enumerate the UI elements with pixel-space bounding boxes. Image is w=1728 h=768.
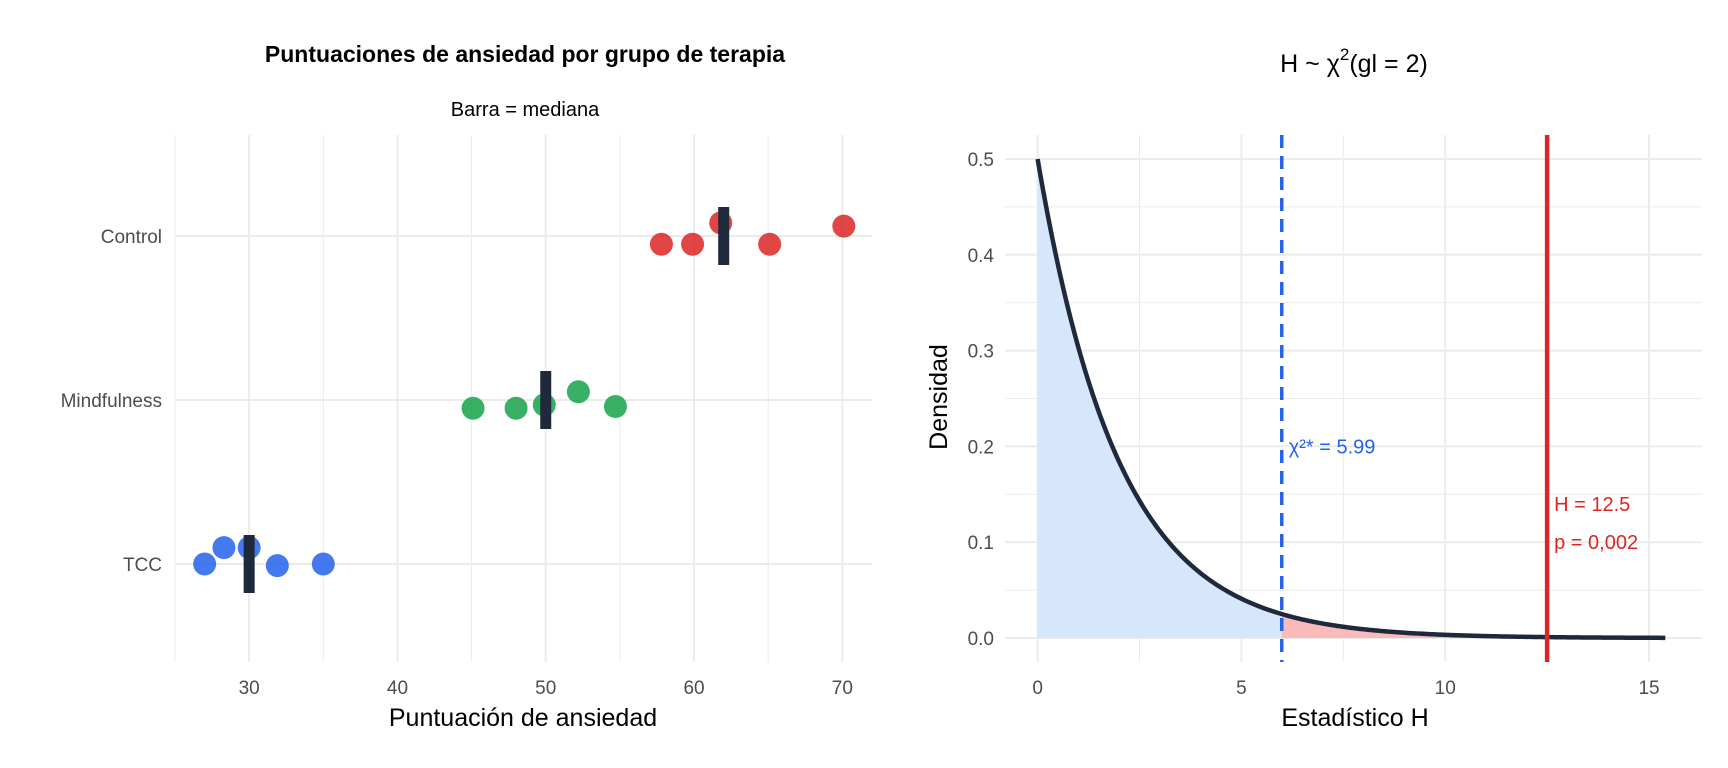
left-x-tick-label: 50 bbox=[535, 678, 556, 699]
left-y-tick-label: TCC bbox=[123, 555, 162, 576]
right-y-tick-label: 0.2 bbox=[968, 437, 994, 458]
critical-value-label: χ²* = 5.99 bbox=[1289, 436, 1376, 458]
right-x-axis-label: Estadístico H bbox=[1281, 704, 1428, 732]
right-x-tick-label: 15 bbox=[1638, 678, 1659, 699]
right-y-tick-label: 0.0 bbox=[968, 629, 994, 650]
left-x-axis-label: Puntuación de ansiedad bbox=[389, 704, 657, 732]
right-y-ticks: 0.0 0.1 0.2 0.3 0.4 0.5 bbox=[968, 150, 995, 650]
right-y-tick-label: 0.1 bbox=[968, 533, 994, 554]
right-y-axis-label: Densidad bbox=[925, 344, 953, 450]
right-panel-density: H ~ χ2(gl = 2) χ²* = 5.99 H = 12.5 p = 0… bbox=[925, 45, 1702, 732]
left-x-tick-label: 30 bbox=[239, 678, 260, 699]
left-subtitle: Barra = mediana bbox=[451, 99, 600, 121]
left-x-tick-label: 70 bbox=[832, 678, 853, 699]
left-y-tick-label: Control bbox=[101, 227, 162, 248]
data-point bbox=[265, 554, 289, 578]
data-point bbox=[832, 214, 856, 238]
right-title: H ~ χ2(gl = 2) bbox=[1280, 45, 1428, 78]
right-x-ticks: 0 5 10 15 bbox=[1032, 678, 1659, 699]
median-bar bbox=[540, 371, 552, 429]
left-title: Puntuaciones de ansiedad por grupo de te… bbox=[265, 41, 785, 67]
data-point bbox=[649, 232, 673, 256]
right-y-tick-label: 0.5 bbox=[968, 150, 994, 171]
left-gridlines bbox=[174, 135, 872, 662]
left-x-tick-label: 60 bbox=[683, 678, 704, 699]
median-bar bbox=[718, 207, 730, 265]
chi-square-density-curve bbox=[1035, 158, 1666, 641]
h-statistic-label: H = 12.5 bbox=[1554, 494, 1630, 516]
p-value-label: p = 0,002 bbox=[1554, 532, 1638, 554]
acceptance-region-area bbox=[1037, 158, 1282, 639]
left-x-tick-label: 40 bbox=[387, 678, 408, 699]
data-point bbox=[566, 380, 590, 404]
right-title-rest: (gl = 2) bbox=[1349, 50, 1428, 78]
median-bar bbox=[243, 535, 255, 593]
data-point bbox=[212, 536, 236, 560]
left-y-tick-label: Mindfulness bbox=[61, 391, 162, 412]
data-point bbox=[461, 396, 485, 420]
right-x-tick-label: 0 bbox=[1032, 678, 1043, 699]
data-point bbox=[603, 395, 627, 419]
right-y-tick-label: 0.4 bbox=[968, 246, 995, 267]
data-point bbox=[504, 396, 528, 420]
right-title-main: H ~ χ bbox=[1280, 50, 1340, 78]
left-median-bars bbox=[243, 207, 730, 593]
data-point bbox=[758, 232, 782, 256]
data-point bbox=[311, 552, 335, 576]
left-x-ticks: 30 40 50 60 70 bbox=[239, 678, 853, 699]
right-x-tick-label: 10 bbox=[1435, 678, 1456, 699]
right-y-tick-label: 0.3 bbox=[968, 342, 994, 363]
data-point bbox=[193, 552, 217, 576]
data-point bbox=[681, 232, 705, 256]
right-title-superscript: 2 bbox=[1340, 45, 1349, 64]
left-y-ticks: TCC Mindfulness Control bbox=[61, 227, 162, 576]
right-x-tick-label: 5 bbox=[1236, 678, 1247, 699]
left-points bbox=[193, 211, 856, 578]
left-panel-scatter: Puntuaciones de ansiedad por grupo de te… bbox=[61, 41, 872, 732]
